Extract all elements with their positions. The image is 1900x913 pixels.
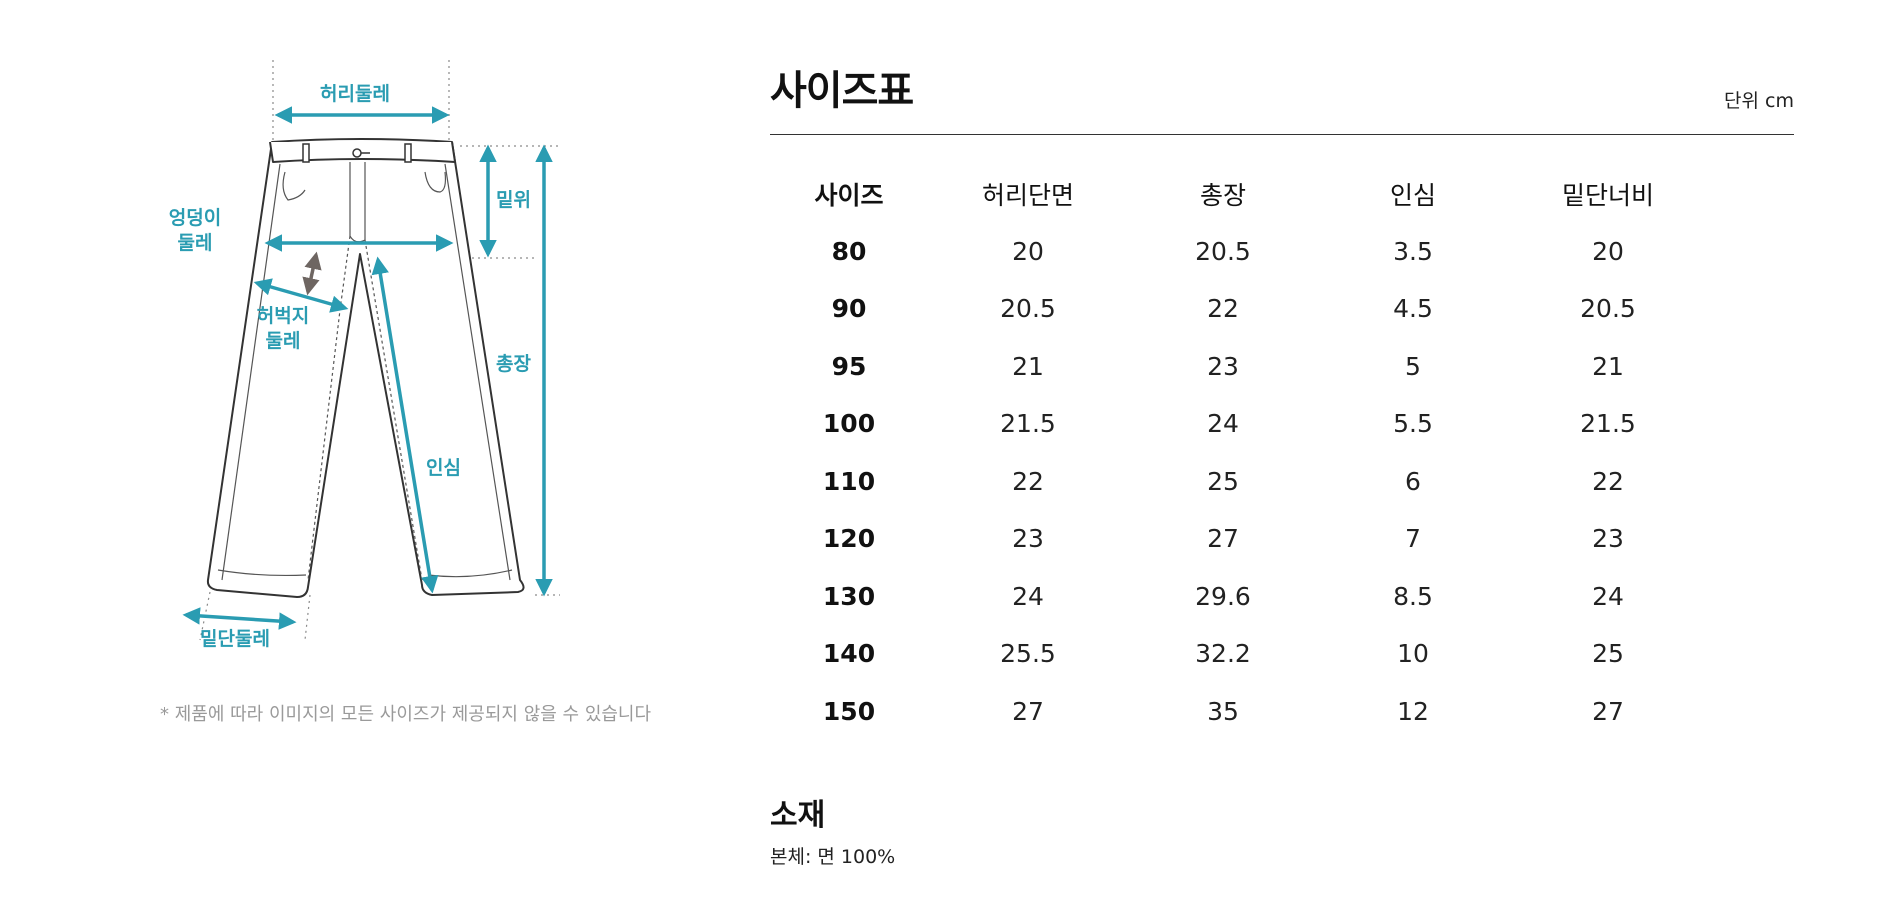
table-cell: 25.5 <box>1000 639 1056 669</box>
table-cell: 25 <box>1207 466 1239 496</box>
size-cell: 120 <box>822 524 876 554</box>
table-cell: 27 <box>1207 524 1239 554</box>
column-header: 인심 <box>1389 180 1436 210</box>
table-cell: 5.5 <box>1393 409 1433 439</box>
table-row: 150 27 35 12 27 <box>770 683 1794 741</box>
size-cell: 150 <box>822 696 876 726</box>
hem-label: 밑단둘레 <box>200 628 270 650</box>
rise-label: 밑위 <box>496 189 531 211</box>
material-body: 본체: 면 100% <box>770 846 896 868</box>
table-cell: 21 <box>1592 351 1624 381</box>
table-cell: 21.5 <box>1000 409 1056 439</box>
table-cell: 35 <box>1207 696 1239 726</box>
table-cell: 27 <box>1012 696 1044 726</box>
table-cell: 23 <box>1592 524 1624 554</box>
size-cell: 140 <box>822 639 876 669</box>
title-divider <box>770 134 1794 135</box>
table-cell: 8.5 <box>1393 581 1433 611</box>
table-cell: 10 <box>1397 639 1429 669</box>
table-cell: 29.6 <box>1195 581 1251 611</box>
waist-label: 허리둘레 <box>320 83 390 105</box>
table-row: 110 22 25 6 22 <box>770 453 1794 511</box>
table-row: 140 25.5 32.2 10 25 <box>770 625 1794 683</box>
table-row: 80 20 20.5 3.5 20 <box>770 223 1794 281</box>
table-cell: 32.2 <box>1195 639 1251 669</box>
table-row: 130 24 29.6 8.5 24 <box>770 568 1794 626</box>
table-cell: 23 <box>1207 351 1239 381</box>
table-cell: 24 <box>1207 409 1239 439</box>
table-row: 100 21.5 24 5.5 21.5 <box>770 395 1794 453</box>
column-header: 사이즈 <box>814 180 884 210</box>
table-cell: 20.5 <box>1195 236 1251 266</box>
column-header: 총장 <box>1199 180 1246 210</box>
size-cell: 80 <box>831 236 867 266</box>
table-cell: 20 <box>1012 236 1044 266</box>
disclaimer-note: * 제품에 따라 이미지의 모든 사이즈가 제공되지 않을 수 있습니다 <box>160 704 652 725</box>
table-cell: 23 <box>1012 524 1044 554</box>
table-cell: 22 <box>1012 466 1044 496</box>
material-title: 소재 <box>770 798 826 833</box>
column-header: 밑단너비 <box>1561 180 1654 210</box>
table-cell: 20.5 <box>1580 294 1636 324</box>
table-cell: 25 <box>1592 639 1624 669</box>
unit-label: 단위 cm <box>1724 90 1794 112</box>
size-table: 사이즈 허리단면 총장 인심 밑단너비 80 20 20.5 3.5 20 90… <box>770 165 1794 740</box>
table-row: 90 20.5 22 4.5 20.5 <box>770 280 1794 338</box>
table-cell: 24 <box>1592 581 1624 611</box>
table-cell: 22 <box>1592 466 1624 496</box>
inseam-label: 인심 <box>426 457 461 479</box>
size-cell: 90 <box>831 294 867 324</box>
table-cell: 24 <box>1012 581 1044 611</box>
table-cell: 20 <box>1592 236 1624 266</box>
hip-label: 엉덩이 둘레 <box>168 207 222 254</box>
pants-diagram <box>182 60 560 641</box>
column-header: 허리단면 <box>981 180 1074 210</box>
size-cell: 100 <box>822 409 876 439</box>
table-cell: 21 <box>1012 351 1044 381</box>
table-cell: 6 <box>1405 466 1421 496</box>
table-cell: 4.5 <box>1393 294 1433 324</box>
table-row: 95 21 23 5 21 <box>770 338 1794 396</box>
size-chart-title: 사이즈표 <box>770 68 914 114</box>
table-cell: 27 <box>1592 696 1624 726</box>
size-cell: 95 <box>831 351 867 381</box>
size-cell: 110 <box>822 466 876 496</box>
table-cell: 22 <box>1207 294 1239 324</box>
length-label: 총장 <box>496 353 531 375</box>
size-cell: 130 <box>822 581 876 611</box>
thigh-label: 허벅지 둘레 <box>256 305 310 352</box>
table-row: 120 23 27 7 23 <box>770 510 1794 568</box>
table-cell: 7 <box>1405 524 1421 554</box>
table-cell: 5 <box>1405 351 1421 381</box>
table-cell: 12 <box>1397 696 1429 726</box>
table-cell: 20.5 <box>1000 294 1056 324</box>
table-header-row: 사이즈 허리단면 총장 인심 밑단너비 <box>770 165 1794 223</box>
pants-illustration: 허리둘레 엉덩이 둘레 밑위 허벅지 둘레 총장 인심 밑단둘레 <box>160 40 720 680</box>
table-cell: 21.5 <box>1580 409 1636 439</box>
table-cell: 3.5 <box>1393 236 1433 266</box>
